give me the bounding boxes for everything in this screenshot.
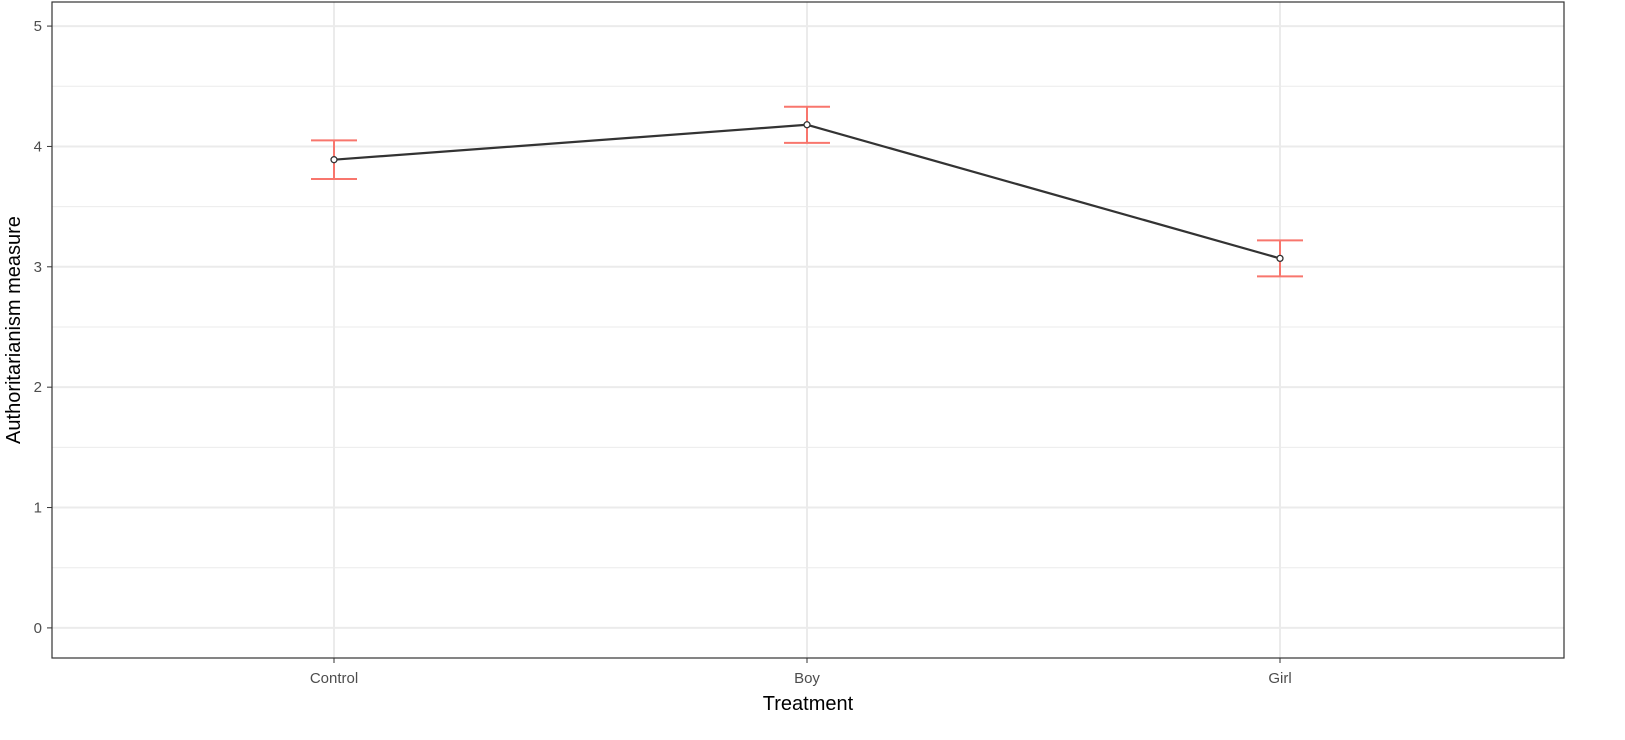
y-tick-label: 3 [34, 259, 42, 276]
x-tick-label: Girl [1268, 670, 1291, 687]
data-point [330, 156, 338, 164]
y-tick-label: 2 [34, 379, 42, 396]
plot-series [311, 105, 1303, 278]
data-point [1276, 254, 1284, 263]
y-axis-title: Authoritarianism measure [3, 216, 25, 444]
grid-lines [52, 2, 1564, 658]
y-tick-label: 5 [34, 18, 42, 35]
x-axis-title: Treatment [763, 693, 854, 715]
axis-ticks: 0 1 2 3 4 5 Control Boy Girl [34, 18, 1292, 687]
x-tick-label: Control [310, 670, 358, 687]
y-tick-label: 4 [34, 138, 42, 155]
y-tick-label: 0 [34, 620, 42, 637]
y-tick-label: 1 [34, 500, 42, 517]
data-point [803, 121, 811, 129]
panel-border [51, 1, 1565, 659]
x-tick-label: Boy [794, 670, 820, 687]
